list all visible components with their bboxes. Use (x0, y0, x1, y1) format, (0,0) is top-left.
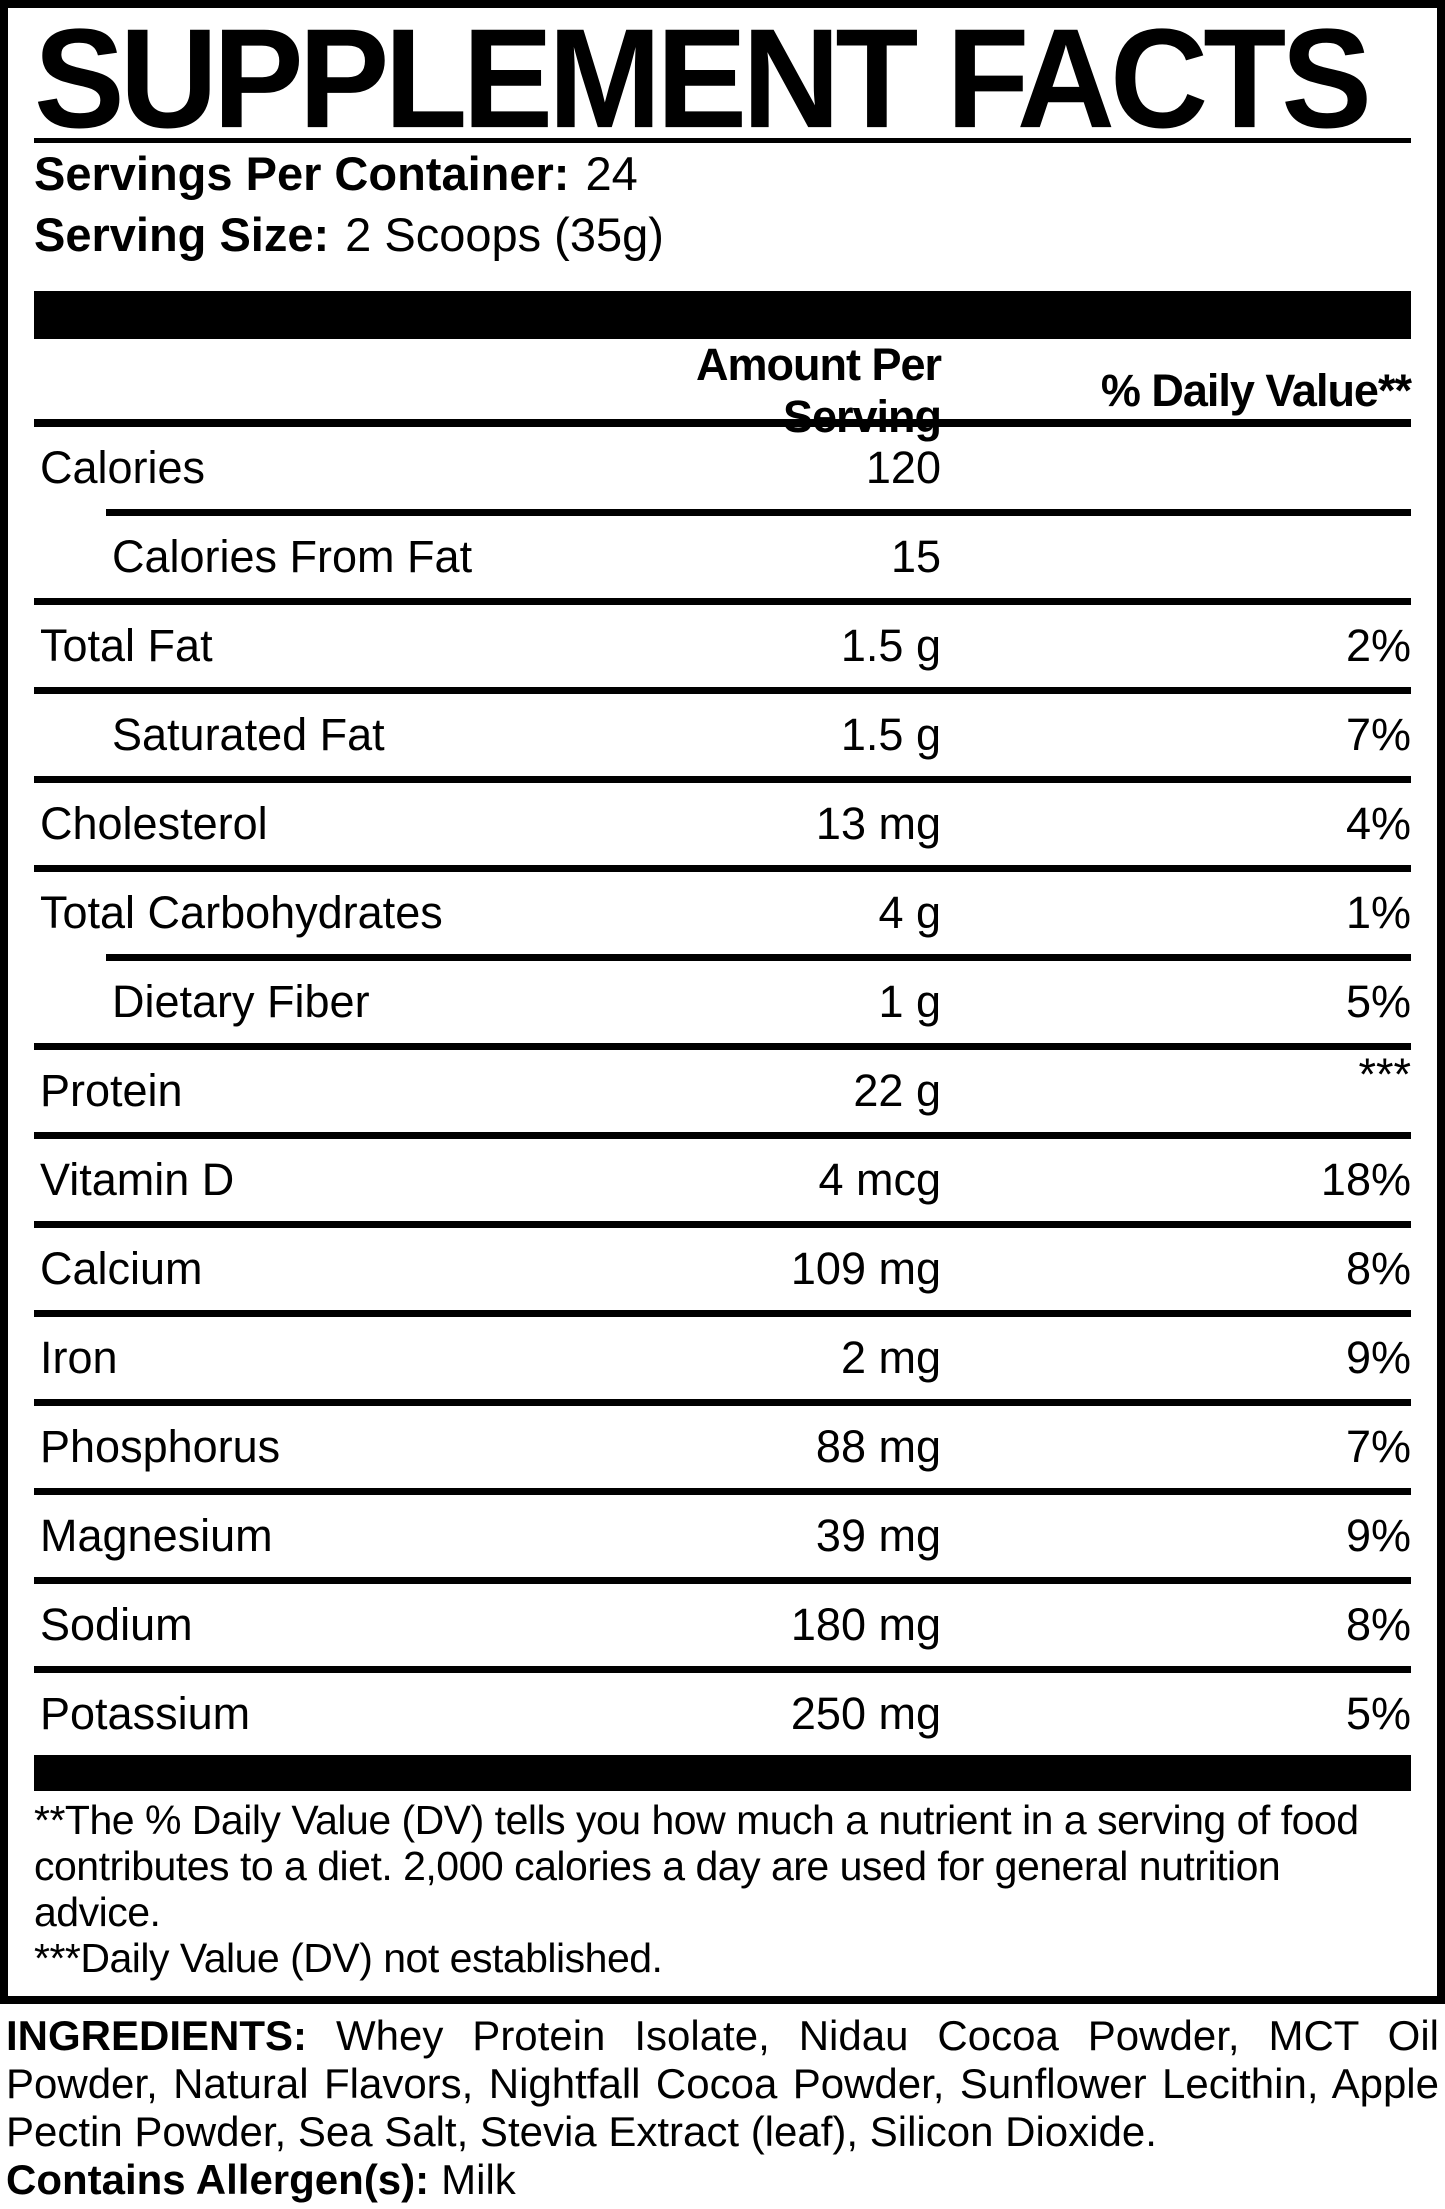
column-header-amount: Amount Per Serving (695, 339, 942, 442)
nutrient-daily-value: 9% (1345, 1510, 1411, 1561)
nutrient-daily-value: 8% (1345, 1243, 1411, 1294)
footnotes: **The % Daily Value (DV) tells you how m… (34, 1797, 1411, 1981)
nutrient-row-magnesium: Magnesium 39 mg 9% (34, 1488, 1411, 1577)
table-header-row: Amount Per Serving % Daily Value** (34, 339, 1412, 442)
ingredients-text: Whey Protein Isolate, Nidau Cocoa Powder… (6, 2012, 1439, 2155)
panel-title: SUPPLEMENT FACTS (34, 20, 1372, 137)
nutrient-row-cholesterol: Cholesterol 13 mg 4% (34, 776, 1411, 865)
nutrient-daily-value: 18% (1320, 1154, 1411, 1205)
nutrient-daily-value: *** (941, 1049, 1411, 1117)
nutrient-amount: 1.5 g (840, 709, 941, 760)
servings-per-container-label: Servings Per Container: (34, 147, 570, 200)
nutrient-row-vitamin-d: Vitamin D 4 mcg 18% (34, 1132, 1411, 1221)
nutrient-label: Magnesium (40, 1510, 273, 1561)
serving-size-label: Serving Size: (34, 208, 330, 261)
nutrient-row-calories-from-fat: Calories From Fat 15 (34, 509, 1411, 598)
nutrient-label: Saturated Fat (112, 709, 385, 760)
nutrient-row-saturated-fat: Saturated Fat 1.5 g 7% (34, 687, 1411, 776)
nutrient-row-protein: Protein 22 g *** (34, 1043, 1411, 1132)
nutrient-label: Cholesterol (40, 798, 268, 849)
ingredients-label: INGREDIENTS: (6, 2012, 308, 2059)
nutrient-label: Vitamin D (40, 1154, 235, 1205)
title-divider (34, 138, 1411, 143)
nutrient-label: Total Fat (40, 620, 213, 671)
ingredients-paragraph: INGREDIENTS: Whey Protein Isolate, Nidau… (6, 2012, 1439, 2156)
separator-bar-bottom (34, 1755, 1411, 1791)
nutrient-amount: 39 mg (815, 1510, 941, 1561)
nutrient-daily-value: 1% (1345, 887, 1411, 938)
nutrient-row-iron: Iron 2 mg 9% (34, 1310, 1411, 1399)
nutrient-label: Iron (40, 1332, 118, 1383)
nutrient-label: Calcium (40, 1243, 203, 1294)
nutrient-amount: 88 mg (815, 1421, 941, 1472)
footnote-not-established: ***Daily Value (DV) not established. (34, 1935, 663, 1981)
nutrient-row-potassium: Potassium 250 mg 5% (34, 1666, 1411, 1755)
servings-per-container: Servings Per Container: 24 (34, 143, 1411, 204)
nutrient-amount: 22 g (853, 1065, 941, 1116)
separator-bar-top (34, 291, 1411, 339)
nutrient-amount: 1 g (878, 976, 941, 1027)
supplement-facts-panel: SUPPLEMENT FACTS Servings Per Container:… (0, 0, 1445, 2004)
nutrient-daily-value: 7% (1345, 1421, 1411, 1472)
nutrient-amount: 4 g (878, 887, 941, 938)
daily-value-not-established-asterisks: *** (1358, 1049, 1411, 1100)
nutrient-amount: 180 mg (790, 1599, 941, 1650)
nutrient-row-calories: Calories 120 (34, 427, 1411, 509)
nutrient-amount: 109 mg (790, 1243, 941, 1294)
ingredients-section: INGREDIENTS: Whey Protein Isolate, Nidau… (0, 2012, 1445, 2204)
nutrient-label: Phosphorus (40, 1421, 281, 1472)
nutrient-daily-value: 4% (1345, 798, 1411, 849)
nutrient-label: Sodium (40, 1599, 193, 1650)
allergen-label: Contains Allergen(s): (6, 2156, 430, 2203)
serving-size-value: 2 Scoops (35g) (345, 208, 664, 261)
nutrient-row-phosphorus: Phosphorus 88 mg 7% (34, 1399, 1411, 1488)
nutrient-amount: 4 mcg (818, 1154, 941, 1205)
nutrient-amount: 120 (865, 442, 941, 493)
servings-per-container-value: 24 (585, 147, 638, 200)
nutrient-amount: 250 mg (790, 1688, 941, 1739)
header-divider (34, 419, 1411, 427)
nutrient-amount: 1.5 g (840, 620, 941, 671)
allergen-value: Milk (441, 2156, 516, 2203)
allergen-line: Contains Allergen(s): Milk (6, 2156, 1439, 2204)
nutrient-amount: 2 mg (840, 1332, 941, 1383)
nutrient-daily-value: 9% (1345, 1332, 1411, 1383)
footnote-daily-value: **The % Daily Value (DV) tells you how m… (34, 1797, 1359, 1935)
nutrient-daily-value: 7% (1345, 709, 1411, 760)
nutrient-row-sodium: Sodium 180 mg 8% (34, 1577, 1411, 1666)
nutrient-row-calcium: Calcium 109 mg 8% (34, 1221, 1411, 1310)
nutrient-daily-value: 2% (1345, 620, 1411, 671)
nutrient-label: Calories (40, 442, 206, 493)
nutrient-label: Dietary Fiber (112, 976, 370, 1027)
nutrient-daily-value: 8% (1345, 1599, 1411, 1650)
nutrient-row-dietary-fiber: Dietary Fiber 1 g 5% (34, 954, 1411, 1043)
nutrient-label: Total Carbohydrates (40, 887, 443, 938)
nutrient-daily-value: 5% (1345, 1688, 1411, 1739)
nutrient-row-total-carbohydrates: Total Carbohydrates 4 g 1% (34, 865, 1411, 954)
serving-size: Serving Size: 2 Scoops (35g) (34, 204, 1411, 265)
nutrient-label: Protein (40, 1065, 183, 1116)
nutrient-label: Potassium (40, 1688, 251, 1739)
nutrient-row-total-fat: Total Fat 1.5 g 2% (34, 598, 1411, 687)
nutrient-label: Calories From Fat (112, 531, 473, 582)
nutrient-amount: 13 mg (815, 798, 941, 849)
column-header-daily-value: % Daily Value** (1100, 365, 1412, 416)
nutrient-daily-value: 5% (1345, 976, 1411, 1027)
nutrient-amount: 15 (890, 531, 941, 582)
